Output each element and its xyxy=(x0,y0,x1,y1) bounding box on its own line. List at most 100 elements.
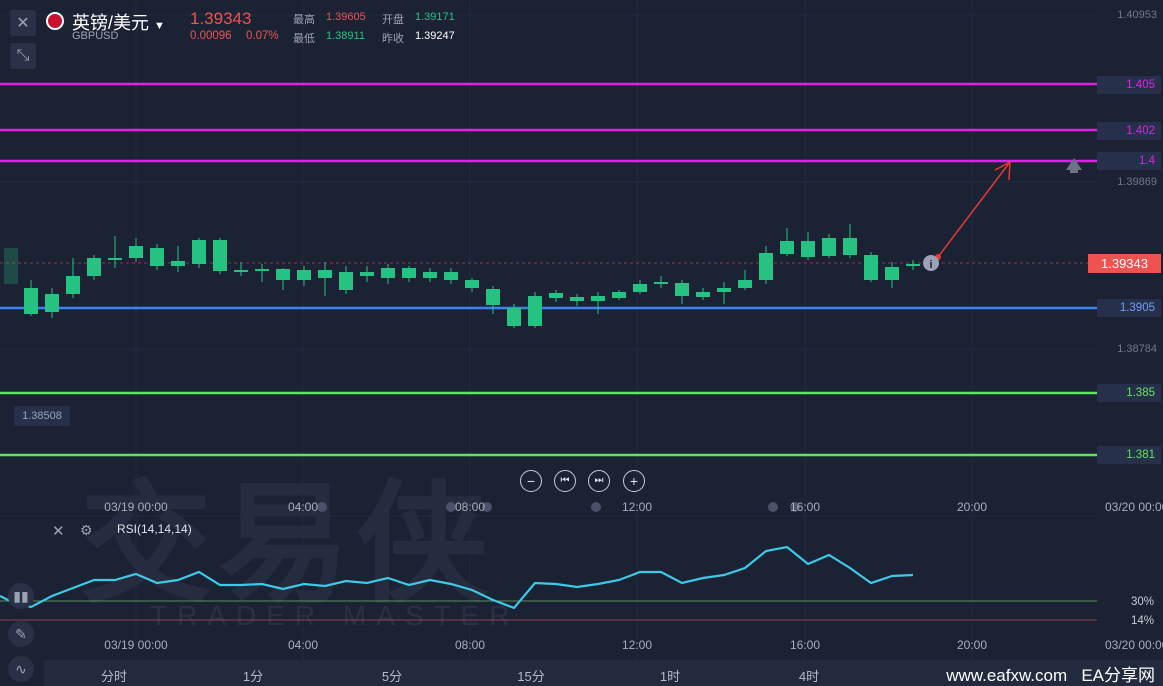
timeframe-bar xyxy=(44,660,1163,686)
timeframe-tab[interactable]: 15分 xyxy=(517,669,545,684)
indicator-dots xyxy=(317,502,800,512)
candle-body xyxy=(150,248,164,266)
left-price-marker: 1.38508 xyxy=(14,406,70,426)
hline-label[interactable]: 1.385 xyxy=(1097,384,1161,402)
candle-body xyxy=(696,292,710,297)
candle-body xyxy=(255,269,269,271)
candle-body xyxy=(486,289,500,305)
chevron-down-icon[interactable]: ▼ xyxy=(154,20,165,32)
candle-body xyxy=(864,255,878,280)
timeframe-tab[interactable]: 1分 xyxy=(242,669,264,684)
candle-body xyxy=(843,238,857,255)
timeframe-tab[interactable]: 4时 xyxy=(798,669,820,684)
time-label: 20:00 xyxy=(956,500,988,514)
scroll-end-button[interactable]: ⏭ xyxy=(588,470,610,492)
candle-body xyxy=(675,283,689,296)
open-value: 1.39171 xyxy=(415,11,455,23)
candle-body xyxy=(738,280,752,288)
close-indicator-icon[interactable]: ✕ xyxy=(52,523,65,540)
settings-icon[interactable]: ⚙ xyxy=(80,522,93,538)
hline-label[interactable]: 1.3905 xyxy=(1097,299,1161,317)
alert-bell-icon xyxy=(1066,158,1082,173)
time-label: 03/19 00:00 xyxy=(104,638,168,652)
candle-body xyxy=(276,269,290,280)
candle-body xyxy=(507,308,521,326)
candles xyxy=(4,224,920,328)
time-label: 08:00 xyxy=(454,638,486,652)
zoom-out-button[interactable]: − xyxy=(520,470,542,492)
footer-brand: www.eafxw.com EA分享网 xyxy=(946,666,1155,685)
timeframe-tab[interactable]: 1时 xyxy=(659,669,681,684)
candle-body xyxy=(780,241,794,254)
candle-body xyxy=(444,272,458,280)
info-icon: i xyxy=(923,255,939,271)
candle-body xyxy=(297,270,311,280)
time-label: 04:00 xyxy=(287,500,319,514)
hline-label[interactable]: 1.381 xyxy=(1097,446,1161,464)
time-label: 20:00 xyxy=(956,638,988,652)
candle-body xyxy=(24,288,38,314)
chart-grid xyxy=(0,0,1097,660)
line-chart-icon[interactable]: ∿ xyxy=(8,656,34,682)
candle-body xyxy=(339,272,353,290)
prev-close-label: 昨收 xyxy=(382,33,404,45)
watermark-logo: 交易侠 xyxy=(80,468,494,622)
low-value: 1.38911 xyxy=(326,30,365,42)
collapse-icon[interactable]: ⤡ xyxy=(10,43,36,69)
candle-body xyxy=(465,280,479,288)
timeframe-tab[interactable]: 分时 xyxy=(100,669,128,684)
svg-text:i: i xyxy=(929,259,932,271)
candle-body xyxy=(192,240,206,264)
high-label: 最高 xyxy=(293,14,315,26)
rsi-level-high: 30% xyxy=(1131,596,1155,608)
prev-close-value: 1.39247 xyxy=(415,30,455,42)
change-value: 0.00096 xyxy=(190,30,232,42)
last-price: 1.39343 xyxy=(190,9,252,28)
symbol-code: GBPUSD xyxy=(72,30,119,42)
symbol-name[interactable]: 英镑/美元 ▼ xyxy=(72,13,165,33)
candle-body xyxy=(906,264,920,266)
candle-body xyxy=(66,276,80,294)
time-label: 12:00 xyxy=(621,500,653,514)
candle-body xyxy=(822,238,836,256)
time-label: 12:00 xyxy=(621,638,653,652)
horizontal-lines xyxy=(0,82,1097,457)
candle-body xyxy=(171,261,185,266)
candle-body xyxy=(87,258,101,276)
rsi-line xyxy=(0,545,914,610)
candle-body xyxy=(402,268,416,278)
time-label: 16:00 xyxy=(789,638,821,652)
zoom-in-button[interactable]: + xyxy=(623,470,645,492)
indicators-icon[interactable]: ▮▮ xyxy=(8,583,34,609)
candle-body xyxy=(612,292,626,298)
time-label: 03/19 00:00 xyxy=(104,500,168,514)
candle-body xyxy=(381,268,395,278)
candle-body xyxy=(528,296,542,326)
hline-label[interactable]: 1.405 xyxy=(1097,76,1161,94)
time-label: 03/20 00:00 xyxy=(1105,638,1163,652)
open-label: 开盘 xyxy=(382,14,404,26)
candle-body xyxy=(549,293,563,298)
hline-label[interactable]: 1.4 xyxy=(1097,152,1161,170)
scroll-start-button[interactable]: ⏮ xyxy=(554,470,576,492)
close-button[interactable]: ✕ xyxy=(10,10,36,36)
candle-body xyxy=(360,272,374,276)
candle-body xyxy=(213,240,227,271)
draw-pencil-icon[interactable]: ✎ xyxy=(8,621,34,647)
time-label: 04:00 xyxy=(287,638,319,652)
price-chart[interactable]: i xyxy=(0,0,1163,660)
candle-body xyxy=(45,294,59,312)
candle-body xyxy=(717,288,731,292)
axis-price-mid2: 1.38784 xyxy=(1117,343,1157,355)
candle-body xyxy=(801,241,815,257)
low-label: 最低 xyxy=(293,33,315,45)
candle-body xyxy=(423,272,437,278)
candle-body xyxy=(654,282,668,284)
candle-body xyxy=(108,258,122,260)
high-value: 1.39605 xyxy=(326,11,366,23)
hline-label[interactable]: 1.402 xyxy=(1097,122,1161,140)
candle-body xyxy=(570,297,584,301)
axis-price-mid1: 1.39869 xyxy=(1117,176,1157,188)
candle-body xyxy=(591,296,605,301)
timeframe-tab[interactable]: 5分 xyxy=(381,669,403,684)
